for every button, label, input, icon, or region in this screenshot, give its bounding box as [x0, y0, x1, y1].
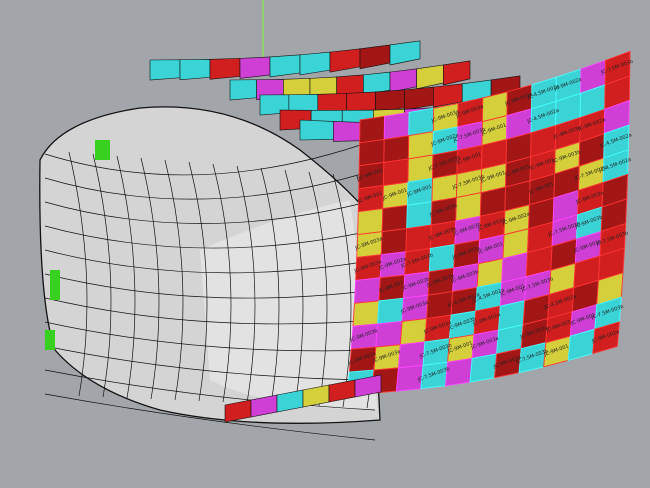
- shell-gridline: [140, 157, 160, 400]
- shell-gridline: [212, 163, 232, 403]
- rib-panel: [179, 58, 211, 81]
- rib-panel: [229, 79, 257, 101]
- shell-gridline: [92, 153, 112, 398]
- cladding-panel: [383, 111, 410, 140]
- cladding-panel: [383, 135, 410, 163]
- shell-gridline: [44, 139, 376, 176]
- cladding-panel: [406, 201, 433, 230]
- shell-gridline: [284, 169, 304, 406]
- rib-panel: [375, 89, 405, 113]
- cladding-panel: [408, 107, 435, 137]
- shell-gridline: [188, 161, 208, 402]
- cladding-panel: [377, 297, 405, 325]
- green-panel: [45, 330, 55, 350]
- shell-gridline: [44, 225, 376, 249]
- cladding-panel: [399, 318, 428, 346]
- rib-panel: [359, 44, 391, 70]
- shell-gridline: [44, 369, 376, 411]
- cladding-panel: [380, 228, 408, 256]
- rib-panel: [329, 48, 361, 73]
- rib-panel: [389, 68, 417, 93]
- shell-gridline: [68, 151, 88, 397]
- shell-gridline: [44, 393, 376, 441]
- green-panel: [95, 140, 110, 160]
- rib-panel: [209, 58, 241, 80]
- shell-gridline: [44, 169, 376, 200]
- shell-gridline: [116, 155, 136, 399]
- cladding-panel: [469, 353, 498, 383]
- cladding-panel: [357, 208, 384, 236]
- cladding-panel: [359, 115, 386, 144]
- shell-gridline: [260, 167, 280, 405]
- cladding-panels: [224, 50, 631, 423]
- cladding-panel: [382, 158, 409, 187]
- shell-gridline: [236, 165, 256, 404]
- shell-gridline: [44, 199, 376, 224]
- rib-panel: [299, 51, 331, 76]
- rib-panel: [269, 54, 301, 78]
- cladding-panel: [358, 138, 385, 167]
- cladding-panel: [353, 277, 381, 304]
- cladding-panel: [352, 300, 380, 327]
- shell-gridline: [44, 273, 376, 299]
- rib-panel: [404, 86, 434, 111]
- rib-panel: [443, 60, 471, 86]
- green-edge-panels: [45, 140, 110, 350]
- rib-panel: [149, 59, 181, 81]
- cladding-panel: [592, 321, 620, 355]
- cladding-panel: [405, 224, 432, 253]
- cladding-panel: [407, 131, 434, 160]
- base-panel: [354, 374, 382, 398]
- rib-panel: [299, 119, 334, 141]
- shell-gridline: [164, 159, 184, 401]
- shell-gridline: [308, 171, 328, 407]
- shell-front-highlight: [200, 200, 378, 410]
- rib-panel: [389, 40, 421, 66]
- green-panel: [50, 270, 60, 300]
- rib-panel: [239, 56, 271, 79]
- shell-gridline: [332, 173, 352, 408]
- shell-gridline: [44, 249, 376, 274]
- cladding-panel: [381, 204, 408, 233]
- cladding-panel: [375, 320, 403, 348]
- rib-panel: [416, 64, 444, 90]
- shell-gridline: [44, 297, 376, 325]
- shell-gridline: [44, 345, 376, 381]
